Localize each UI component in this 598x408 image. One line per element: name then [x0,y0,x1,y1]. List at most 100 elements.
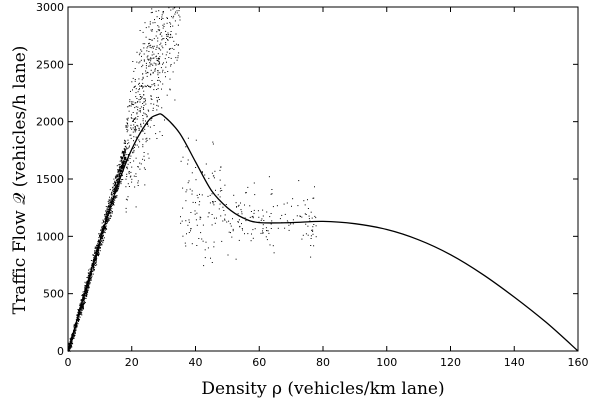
scatter-point [125,149,127,151]
scatter-point [133,124,135,126]
scatter-point [75,328,77,330]
scatter-point [85,290,87,292]
scatter-point [103,220,104,222]
scatter-point [118,164,120,166]
scatter-point [148,45,150,47]
scatter-point [132,120,133,122]
scatter-point [80,312,82,314]
scatter-point [138,99,140,101]
scatter-point [272,245,274,247]
scatter-point [138,83,139,85]
scatter-point [153,83,155,85]
scatter-point [79,304,81,306]
scatter-point [262,215,264,217]
scatter-point [74,333,76,335]
scatter-point [123,142,125,144]
scatter-point [70,346,72,348]
scatter-point [150,95,152,97]
scatter-point [268,232,270,234]
scatter-point [153,125,155,126]
scatter-point [82,302,84,304]
scatter-point [134,79,136,80]
scatter-point [125,198,127,200]
scatter-point [131,178,133,180]
scatter-point [95,247,97,249]
scatter-point [109,203,111,205]
scatter-point [262,232,264,234]
scatter-point [150,12,152,14]
scatter-point [140,163,142,165]
scatter-point [102,228,104,229]
scatter-point [145,120,146,122]
scatter-point [150,29,152,31]
scatter-point [286,220,288,222]
scatter-point [126,126,128,128]
scatter-point [75,329,77,331]
scatter-point [149,46,151,48]
scatter-point [79,303,81,305]
scatter-point [80,313,82,315]
y-ticks: 0 500 1000 1500 2000 2500 3000 [36,1,578,358]
scatter-point [216,217,217,219]
scatter-point [212,201,214,203]
scatter-point [135,96,137,98]
scatter-point [80,300,82,302]
scatter-point [116,179,118,180]
scatter-point [150,60,152,62]
scatter-point [312,233,314,235]
scatter-point [180,160,182,162]
scatter-point [266,211,268,213]
scatter-point [151,11,153,13]
scatter-point [101,226,103,228]
scatter-point [313,224,315,225]
scatter-point [137,182,139,184]
scatter-point [92,271,94,273]
scatter-point [262,224,264,226]
scatter-point [161,14,163,16]
scatter-point [107,217,109,219]
scatter-point [153,38,155,40]
scatter-point [175,43,177,45]
scatter-point [212,201,213,203]
scatter-point [95,261,97,263]
y-tick-label: 500 [43,288,64,301]
scatter-point [152,47,154,49]
scatter-point [314,215,316,217]
scatter-point [144,159,145,161]
scatter-point [302,234,304,236]
scatter-point [117,169,119,171]
scatter-point [95,251,97,253]
scatter-point [169,48,171,50]
scatter-point [94,253,96,254]
scatter-point [137,109,139,111]
scatter-point [153,89,155,91]
scatter-point [133,118,135,120]
scatter-point [153,57,155,59]
scatter-point [95,258,97,260]
scatter-point [152,64,154,66]
scatter-point [94,246,96,248]
scatter-point [233,194,235,196]
scatter-point [72,338,74,340]
scatter-point [172,71,174,73]
scatter-point [117,176,119,178]
scatter-point [97,249,99,251]
scatter-point [209,194,211,196]
scatter-point [188,180,190,182]
scatter-point [88,272,90,274]
scatter-point [155,133,157,135]
scatter-point [90,260,92,261]
scatter-point [70,344,72,346]
scatter-point [94,250,96,252]
scatter-point [85,298,87,299]
scatter-point [74,330,76,332]
scatter-point [101,222,103,224]
scatter-point [132,131,134,133]
scatter-point [143,122,145,124]
scatter-point [135,157,137,159]
scatter-point [170,57,172,59]
scatter-point [167,18,168,19]
scatter-point [98,255,99,257]
scatter-point [125,211,127,213]
y-tick-label: 1000 [36,230,64,243]
